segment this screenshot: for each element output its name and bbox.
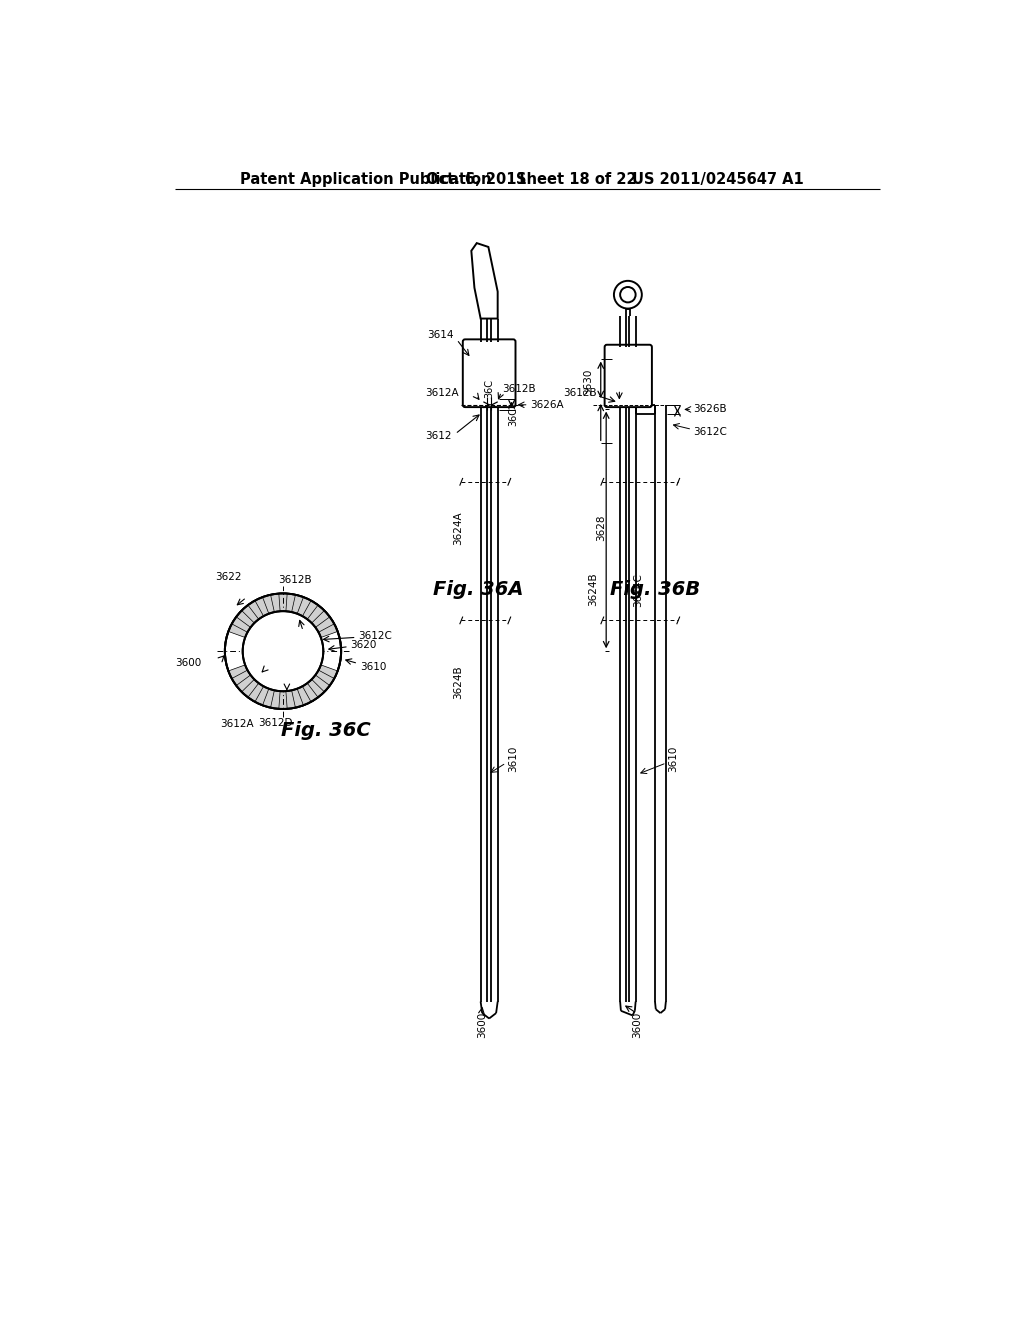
Text: 3612B: 3612B	[563, 388, 597, 399]
Text: 3600: 3600	[632, 1011, 642, 1038]
Text: 3610: 3610	[508, 746, 518, 772]
Text: 3612A: 3612A	[220, 719, 253, 730]
Circle shape	[243, 611, 324, 692]
Wedge shape	[228, 665, 338, 709]
Text: Patent Application Publication: Patent Application Publication	[241, 172, 492, 186]
Text: US 2011/0245647 A1: US 2011/0245647 A1	[632, 172, 804, 186]
Text: 3612A: 3612A	[425, 388, 459, 399]
Text: Oct. 6, 2011: Oct. 6, 2011	[426, 172, 527, 186]
Text: 3622: 3622	[215, 572, 242, 582]
Text: Sheet 18 of 22: Sheet 18 of 22	[515, 172, 636, 186]
Text: 3612B: 3612B	[503, 384, 536, 395]
Text: 3626A: 3626A	[530, 400, 564, 409]
Circle shape	[614, 281, 642, 309]
Text: 3612: 3612	[425, 430, 452, 441]
Circle shape	[621, 286, 636, 302]
Text: Fig. 36A: Fig. 36A	[433, 579, 523, 599]
Text: 3624B: 3624B	[453, 665, 463, 698]
Text: Fig. 36B: Fig. 36B	[610, 579, 700, 599]
Text: 3624B: 3624B	[589, 573, 598, 606]
Text: 3630: 3630	[583, 368, 593, 395]
Text: 3612B: 3612B	[278, 574, 311, 585]
Text: 3612C: 3612C	[358, 631, 392, 640]
Text: 3610: 3610	[669, 746, 678, 772]
Text: 3614: 3614	[427, 330, 454, 341]
Text: 3610: 3610	[360, 661, 387, 672]
FancyBboxPatch shape	[604, 345, 652, 407]
Text: 3600: 3600	[477, 1011, 486, 1038]
Polygon shape	[471, 243, 498, 318]
Text: 3620: 3620	[350, 640, 377, 649]
Text: 3600: 3600	[175, 657, 202, 668]
Text: 3628: 3628	[596, 515, 606, 541]
Text: 3624C: 3624C	[634, 573, 643, 606]
Text: 36C: 36C	[484, 379, 495, 399]
Text: 36C: 36C	[508, 407, 518, 426]
Text: 3624A: 3624A	[453, 511, 463, 545]
Text: 3612C: 3612C	[693, 426, 727, 437]
Text: Fig. 36C: Fig. 36C	[281, 721, 371, 741]
Text: 3612D: 3612D	[258, 718, 293, 727]
FancyBboxPatch shape	[463, 339, 515, 407]
Circle shape	[225, 594, 341, 709]
Text: 3626B: 3626B	[693, 404, 727, 414]
Wedge shape	[228, 594, 338, 638]
